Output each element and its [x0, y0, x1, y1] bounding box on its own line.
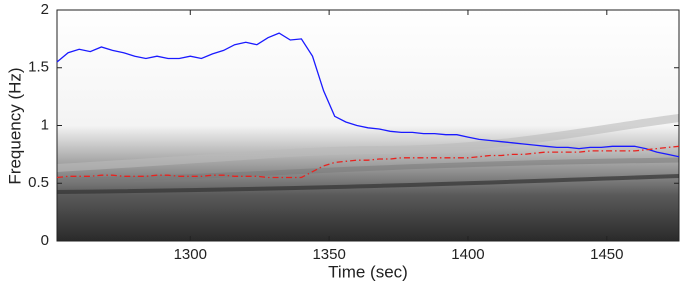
- x-tick-label: 1450: [590, 246, 623, 263]
- y-tick-label: 2: [41, 1, 49, 18]
- x-axis-label: Time (sec): [328, 262, 408, 281]
- y-tick-label: 0.5: [28, 174, 49, 191]
- y-tick-label: 1.5: [28, 59, 49, 76]
- y-tick-label: 1: [41, 116, 49, 133]
- y-axis-label: Frequency (Hz): [5, 67, 24, 184]
- x-tick-label: 1400: [451, 246, 484, 263]
- y-tick-label: 0: [41, 232, 49, 249]
- spectrogram: [56, 10, 680, 241]
- series-line: [56, 32, 680, 158]
- series-line: [56, 145, 680, 179]
- x-tick-label: 1350: [312, 246, 345, 263]
- x-tick-label: 1300: [174, 246, 207, 263]
